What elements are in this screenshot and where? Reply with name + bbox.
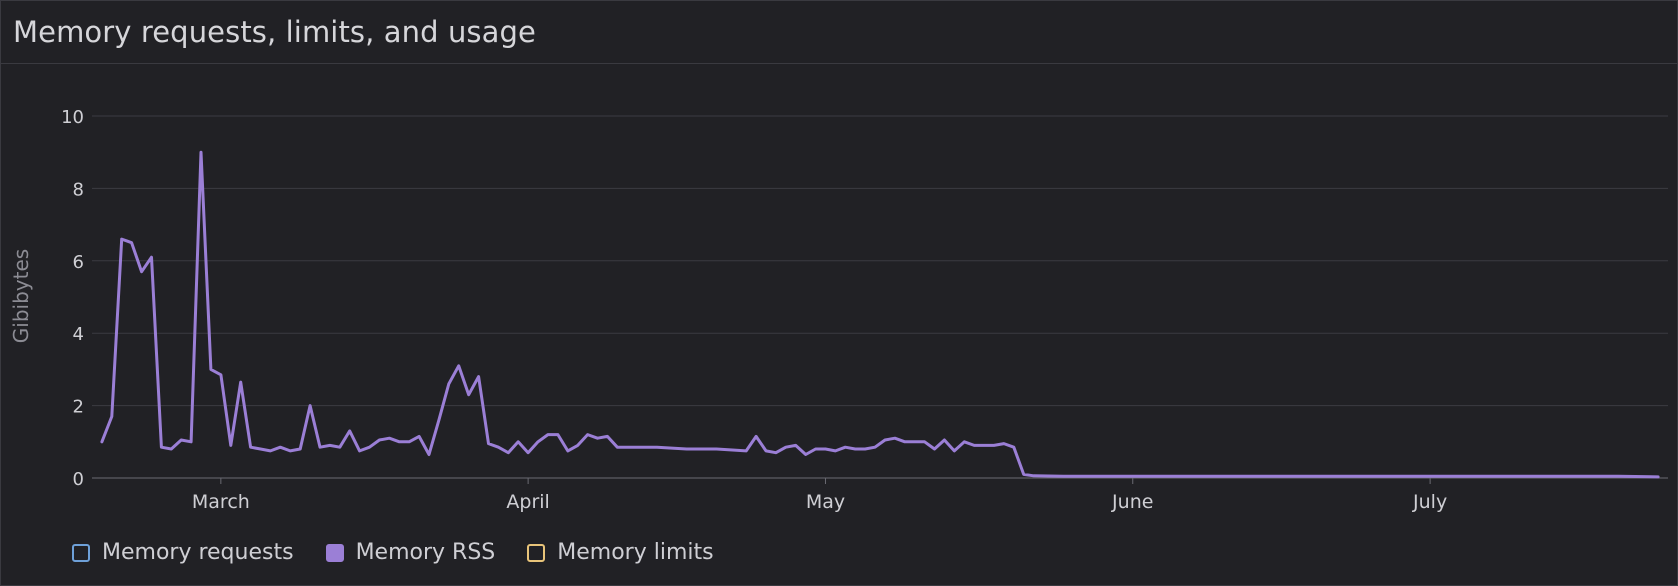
legend-label: Memory requests bbox=[102, 540, 294, 565]
legend-swatch-limits bbox=[527, 543, 546, 562]
y-tick-label: 6 bbox=[73, 252, 84, 273]
legend-item-rss[interactable]: Memory RSS bbox=[325, 540, 496, 565]
legend-swatch-requests bbox=[72, 543, 90, 562]
x-tick-label: July bbox=[1412, 491, 1447, 513]
x-tick-label: March bbox=[192, 491, 250, 513]
y-tick-label: 4 bbox=[73, 324, 84, 345]
x-tick-label: May bbox=[806, 491, 845, 513]
series-line-memory-rss[interactable] bbox=[100, 150, 1660, 479]
panel-title: Memory requests, limits, and usage bbox=[13, 15, 536, 49]
y-axis-label: Gibibytes bbox=[9, 249, 33, 343]
legend-label: Memory RSS bbox=[355, 540, 496, 565]
legend-item-requests[interactable]: Memory requests bbox=[72, 540, 294, 565]
y-tick-label: 10 bbox=[61, 107, 84, 128]
grid-lines bbox=[92, 115, 1668, 479]
series-layer bbox=[100, 150, 1660, 479]
x-tick-label: June bbox=[1111, 491, 1153, 513]
y-tick-label: 0 bbox=[73, 469, 84, 490]
chart-legend: Memory requests Memory RSS Memory limits bbox=[72, 540, 714, 565]
y-tick-label: 8 bbox=[73, 179, 84, 200]
legend-item-limits[interactable]: Memory limits bbox=[527, 540, 714, 565]
y-tick-label: 2 bbox=[73, 397, 84, 418]
axes: 0 2 4 6 8 10 March April May June July bbox=[61, 107, 1447, 513]
title-divider bbox=[1, 63, 1677, 64]
legend-swatch-rss bbox=[325, 543, 344, 562]
x-tick-label: April bbox=[506, 491, 549, 513]
legend-label: Memory limits bbox=[557, 540, 714, 565]
